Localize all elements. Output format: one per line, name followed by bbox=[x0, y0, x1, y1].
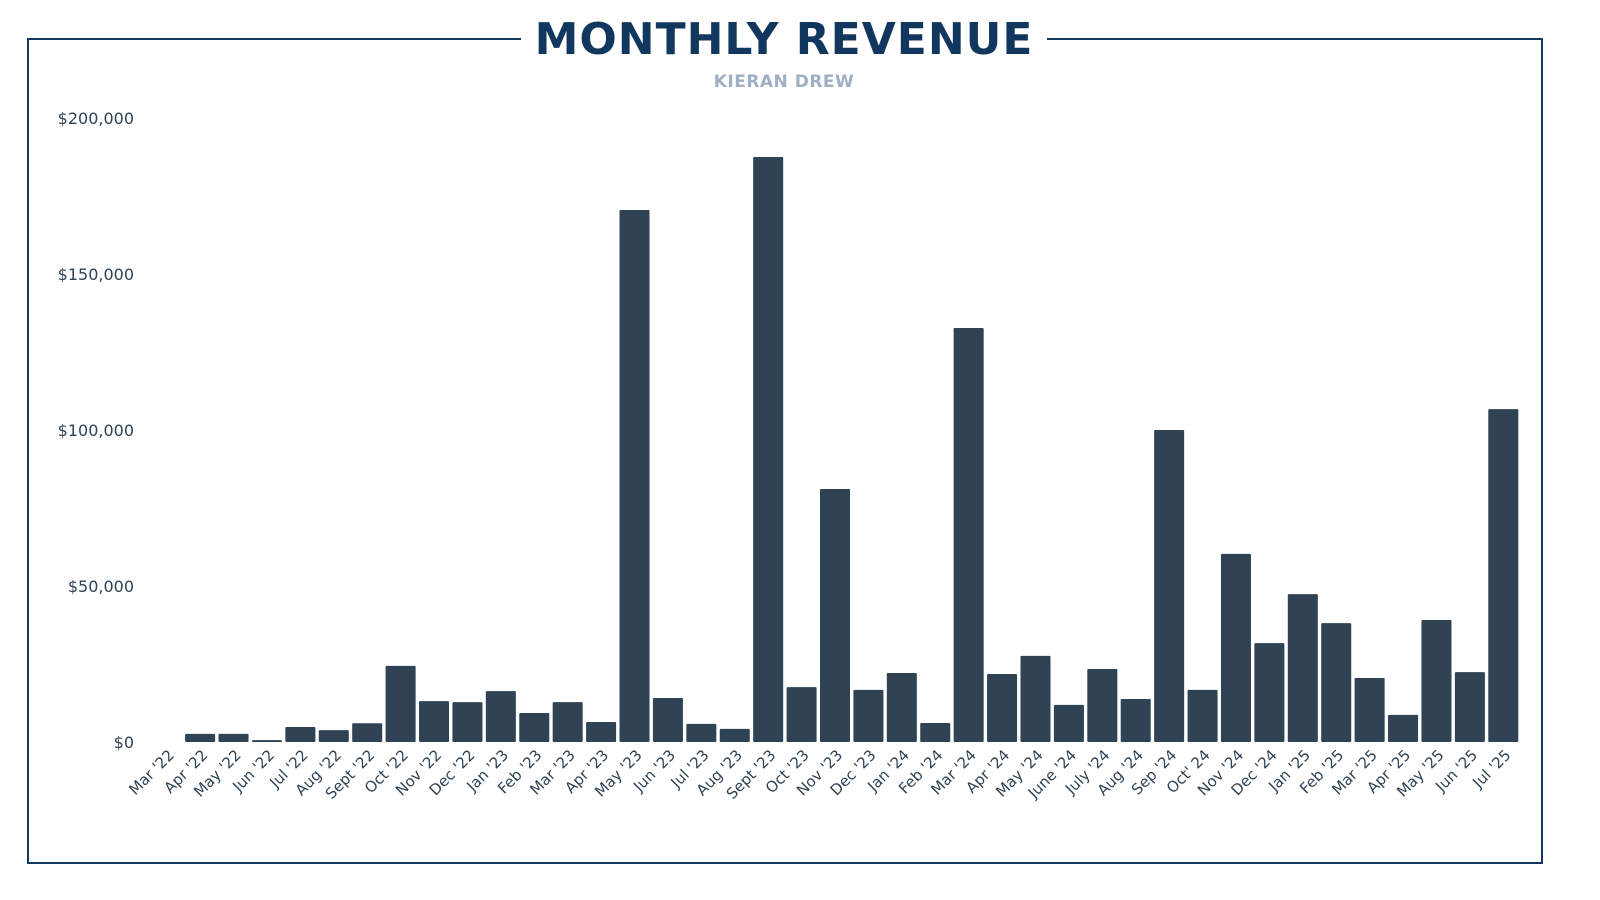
bar bbox=[1187, 689, 1218, 742]
bar bbox=[953, 327, 984, 742]
chart-title-wrap: MONTHLY REVENUE bbox=[0, 14, 1568, 65]
bar bbox=[1154, 430, 1185, 742]
bar bbox=[819, 488, 851, 742]
bar bbox=[1421, 620, 1452, 742]
bar bbox=[452, 702, 483, 742]
bar bbox=[987, 673, 1018, 742]
bar bbox=[1087, 668, 1118, 742]
bar bbox=[1020, 655, 1051, 742]
x-tick-label: Jul '25 bbox=[1468, 746, 1514, 792]
bar bbox=[352, 723, 383, 742]
y-tick-label: $50,000 bbox=[68, 577, 134, 596]
bar bbox=[1354, 678, 1385, 742]
y-tick-label: $200,000 bbox=[58, 109, 134, 128]
bar bbox=[753, 157, 784, 742]
bar bbox=[251, 740, 282, 742]
y-tick-label: $150,000 bbox=[58, 265, 134, 284]
bar bbox=[1321, 623, 1352, 742]
chart-title: MONTHLY REVENUE bbox=[520, 14, 1048, 65]
bar bbox=[285, 727, 316, 742]
y-tick-label: $0 bbox=[114, 733, 134, 752]
bar bbox=[519, 712, 550, 742]
bar bbox=[419, 701, 450, 742]
bar bbox=[1454, 672, 1485, 742]
bar bbox=[1287, 594, 1318, 742]
bar bbox=[853, 689, 884, 742]
bar bbox=[686, 723, 717, 742]
bar bbox=[786, 687, 817, 742]
bar bbox=[385, 665, 416, 742]
bar bbox=[1120, 698, 1151, 742]
bar bbox=[1220, 553, 1251, 742]
bar bbox=[719, 728, 750, 742]
bar bbox=[1488, 409, 1519, 742]
y-tick-label: $100,000 bbox=[58, 421, 134, 440]
bar bbox=[318, 730, 349, 742]
bar bbox=[218, 733, 249, 742]
bar bbox=[586, 722, 617, 742]
bar bbox=[185, 733, 216, 742]
bar bbox=[920, 722, 951, 742]
bar bbox=[619, 210, 650, 743]
bar bbox=[485, 691, 516, 742]
bar bbox=[1053, 704, 1084, 742]
bar bbox=[552, 702, 583, 742]
bar bbox=[1254, 643, 1285, 742]
chart-subtitle: KIERAN DREW bbox=[713, 72, 855, 92]
bar bbox=[1388, 714, 1419, 742]
bar bbox=[652, 698, 683, 742]
bar bbox=[886, 673, 917, 742]
